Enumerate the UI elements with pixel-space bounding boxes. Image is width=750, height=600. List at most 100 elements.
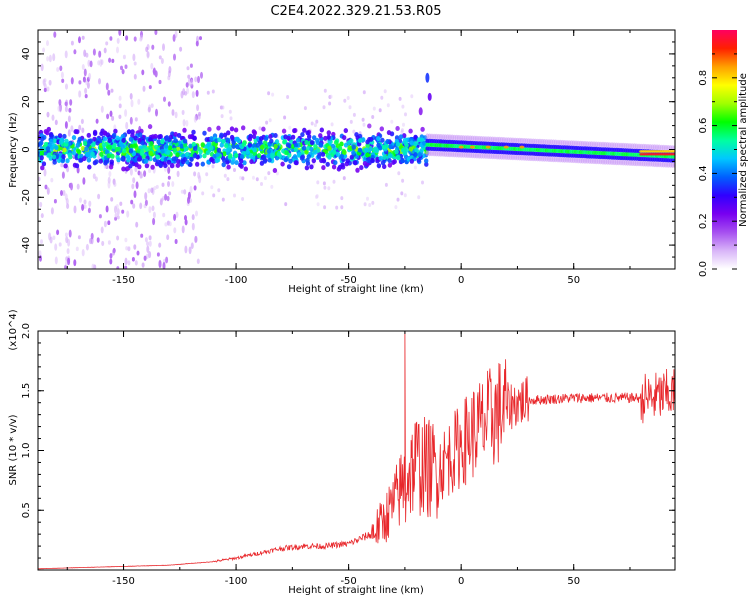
heatmap-cell bbox=[366, 158, 371, 164]
heatmap-cell bbox=[62, 133, 67, 139]
heatmap-cell bbox=[333, 160, 338, 166]
heatmap-cell bbox=[251, 129, 257, 135]
heatmap-cell bbox=[158, 259, 162, 268]
heatmap-cell bbox=[221, 197, 225, 202]
heatmap-cell bbox=[196, 104, 200, 112]
heatmap-cell bbox=[379, 126, 384, 132]
heatmap-cell bbox=[401, 104, 405, 109]
heatmap-cell bbox=[394, 149, 399, 155]
heatmap-cell bbox=[343, 98, 347, 103]
heatmap-cell bbox=[270, 184, 274, 189]
heatmap-cell bbox=[179, 46, 183, 52]
heatmap-cell bbox=[332, 149, 337, 155]
heatmap-cell bbox=[280, 161, 285, 167]
heatmap-cell bbox=[300, 154, 305, 160]
heatmap-cell bbox=[107, 89, 111, 96]
heatmap-cell bbox=[118, 114, 122, 120]
heatmap-cell bbox=[267, 91, 271, 96]
heatmap-cell bbox=[145, 46, 149, 53]
heatmap-cell bbox=[229, 126, 235, 132]
heatmap-cell bbox=[252, 175, 255, 180]
heatmap-cell bbox=[172, 147, 177, 153]
heatmap-cell bbox=[132, 177, 136, 184]
colorbar-tick-label: 0.4 bbox=[698, 165, 709, 181]
heatmap-cell bbox=[174, 111, 178, 119]
heatmap-cell bbox=[116, 215, 120, 220]
heatmap-cell bbox=[130, 129, 135, 135]
heatmap-cell bbox=[395, 126, 400, 131]
heatmap-cell bbox=[247, 136, 253, 142]
heatmap-cell bbox=[119, 141, 124, 147]
heatmap-cell bbox=[108, 57, 112, 63]
heatmap-cell bbox=[286, 95, 290, 99]
heatmap-cell bbox=[267, 171, 271, 176]
heatmap-cell bbox=[68, 229, 72, 238]
heatmap-cell bbox=[252, 147, 257, 153]
heatmap-cell bbox=[289, 139, 294, 145]
heatmap-cell bbox=[44, 184, 48, 190]
y-tick-label: 1.5 bbox=[21, 383, 32, 399]
heatmap-cell bbox=[166, 195, 170, 202]
heatmap-cell bbox=[131, 256, 135, 262]
heatmap-cell bbox=[148, 137, 153, 143]
heatmap-cell bbox=[269, 138, 274, 144]
heatmap-cell bbox=[357, 147, 363, 153]
heatmap-cell bbox=[173, 53, 176, 61]
heatmap-cell bbox=[97, 193, 101, 200]
heatmap-cell bbox=[62, 147, 67, 153]
heatmap-cell bbox=[40, 165, 45, 171]
heatmap-cell bbox=[90, 151, 95, 157]
heatmap-cell bbox=[164, 135, 170, 141]
heatmap-cell bbox=[261, 155, 267, 161]
heatmap-cell bbox=[118, 103, 122, 109]
heatmap-cell bbox=[403, 140, 408, 146]
heatmap-cell bbox=[383, 89, 387, 94]
heatmap-cell bbox=[70, 182, 73, 191]
heatmap-cell bbox=[323, 185, 327, 190]
heatmap-cell bbox=[384, 182, 388, 187]
heatmap-cell bbox=[312, 135, 317, 141]
heatmap-cell bbox=[258, 126, 262, 131]
heatmap-cell bbox=[101, 142, 107, 148]
heatmap-cell bbox=[425, 72, 430, 83]
heatmap-cell bbox=[182, 127, 187, 133]
heatmap-cell bbox=[221, 162, 226, 168]
heatmap-cell bbox=[42, 150, 48, 156]
heatmap-cell bbox=[189, 156, 194, 162]
heatmap-cell bbox=[228, 109, 232, 114]
heatmap-cell bbox=[395, 141, 401, 147]
heatmap-cell bbox=[140, 173, 144, 179]
heatmap-cell bbox=[189, 185, 193, 194]
heatmap-cell bbox=[116, 157, 121, 163]
heatmap-cell bbox=[70, 40, 74, 46]
heatmap-cell bbox=[43, 78, 47, 83]
heatmap-cell bbox=[205, 150, 211, 156]
heatmap-cell bbox=[154, 70, 158, 78]
heatmap-cell bbox=[361, 117, 365, 122]
heatmap-cell bbox=[114, 205, 117, 214]
heatmap-cell bbox=[316, 202, 320, 207]
heatmap-cell bbox=[38, 142, 41, 148]
heatmap-cell bbox=[234, 153, 239, 158]
heatmap-cell bbox=[150, 103, 154, 108]
heatmap-x-axis-label: Height of straight line (km) bbox=[288, 284, 424, 295]
heatmap-cell bbox=[176, 133, 182, 138]
heatmap-cell bbox=[340, 196, 344, 201]
heatmap-cell bbox=[315, 137, 320, 143]
heatmap-cell bbox=[77, 149, 82, 155]
heatmap-cell bbox=[255, 136, 260, 141]
heatmap-cell bbox=[410, 94, 414, 99]
heatmap-cell bbox=[323, 205, 327, 210]
heatmap-cell bbox=[150, 164, 155, 170]
heatmap-cell bbox=[409, 158, 414, 164]
heatmap-cell bbox=[167, 166, 171, 174]
heatmap-cell bbox=[332, 179, 336, 184]
heatmap-cell bbox=[124, 257, 128, 266]
heatmap-cell bbox=[251, 143, 257, 149]
heatmap-cell bbox=[133, 135, 138, 141]
y-tick-label: -20 bbox=[21, 189, 32, 205]
heatmap-cell bbox=[54, 256, 58, 265]
heatmap-cell bbox=[50, 207, 54, 215]
heatmap-cell bbox=[116, 235, 120, 241]
heatmap-cell bbox=[209, 145, 214, 151]
